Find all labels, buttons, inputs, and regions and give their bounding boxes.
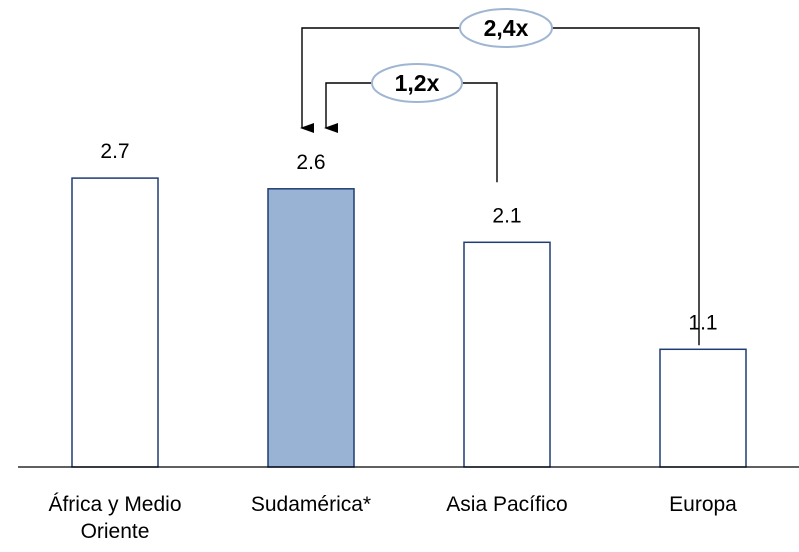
data-label-2: 2.6: [296, 151, 325, 174]
bar-3: [463, 241, 551, 468]
bar-4: [659, 348, 747, 468]
annotation-bubble-1: [459, 8, 553, 48]
bar-2: [267, 188, 355, 468]
annotation-label-1: 2,4x: [484, 15, 529, 41]
x-tick-label-4: Europa: [669, 493, 737, 516]
data-label-1: 2.7: [100, 140, 129, 163]
annotation-bubble-2: [371, 63, 463, 103]
data-label-3: 2.1: [492, 204, 521, 227]
annotation-label-2: 1,2x: [395, 70, 440, 96]
x-tick-label-2: Sudamérica*: [250, 493, 372, 516]
data-label-4: 1.1: [688, 311, 717, 334]
x-tick-label-3: Asia Pacífico: [446, 493, 568, 516]
x-tick-label-1: África y Medio Oriente: [48, 493, 182, 543]
bar-1: [71, 177, 159, 468]
